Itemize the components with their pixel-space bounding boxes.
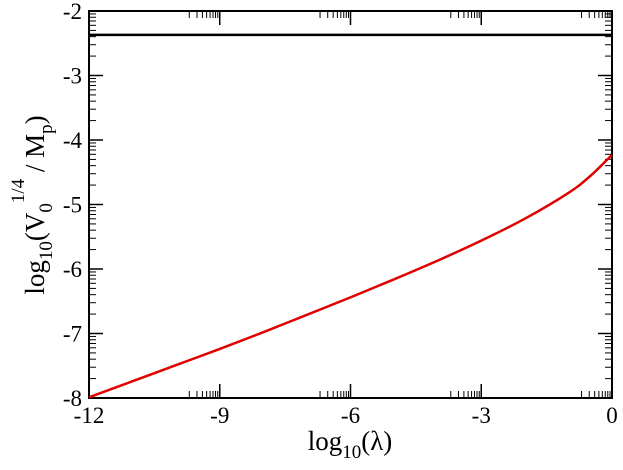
y-tick-label: -4 (63, 128, 83, 153)
x-tick-label: -3 (472, 403, 491, 428)
x-axis-label: log10(λ) (308, 426, 393, 463)
x-axis-label-arg: (λ) (361, 426, 392, 456)
y-axis-label-open: (V (20, 212, 50, 241)
x-tick-label: -6 (341, 403, 360, 428)
y-axis-label-tail: / M (20, 134, 50, 179)
series-layer (88, 33, 613, 399)
ticks (88, 10, 613, 399)
x-tick-label: -9 (210, 403, 229, 428)
y-tick-label: -7 (63, 322, 82, 347)
y-axis-label-sub: 10 (36, 241, 57, 260)
plot-frame (88, 10, 613, 399)
y-axis-label-close: ) (20, 115, 50, 124)
x-tick-label: 0 (606, 403, 618, 428)
y-axis-label-base: log (20, 260, 50, 295)
y-tick-label: -6 (63, 257, 82, 282)
y-axis-label: log10(V0 1/4 / Mp) (8, 115, 57, 294)
series-line-1 (88, 153, 613, 399)
y-tick-label: -2 (63, 0, 82, 24)
x-tick-label: -12 (74, 403, 105, 428)
y-axis-label-tailsub: p (36, 124, 57, 134)
y-axis-label-vsub: 0 (36, 203, 57, 213)
tick-labels: -12 -9 -6 -3 0 -8 -7 -6 -5 -4 -3 -2 (63, 0, 618, 428)
y-tick-label: -8 (63, 386, 82, 411)
y-tick-label: -5 (63, 193, 82, 218)
y-tick-label: -3 (63, 64, 82, 89)
x-axis-label-sub: 10 (342, 442, 361, 463)
x-axis-label-base: log (308, 426, 343, 456)
minor-ticks (89, 11, 612, 398)
y-axis-label-sup: 1/4 (8, 178, 29, 203)
